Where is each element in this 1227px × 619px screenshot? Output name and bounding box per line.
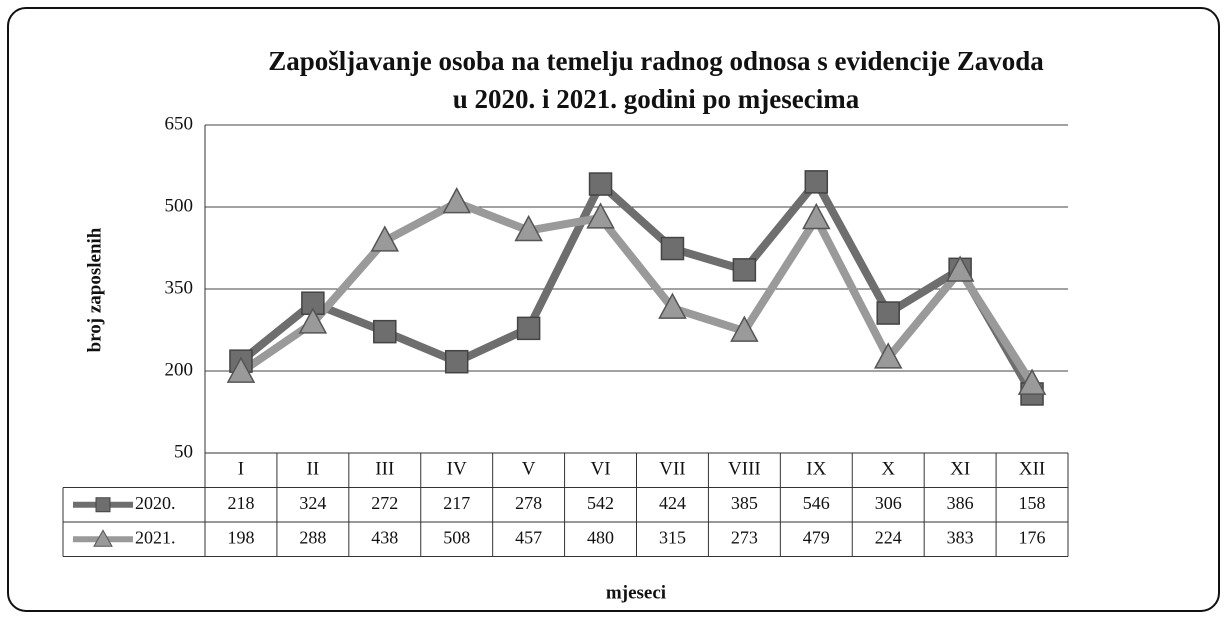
legend-label: 2021. xyxy=(135,527,176,547)
x-tick-label: XII xyxy=(1019,459,1045,480)
x-axis-label: mjeseci xyxy=(606,582,666,603)
chart-title: u 2020. i 2021. godini po mjesecima xyxy=(453,84,860,114)
marker xyxy=(516,316,541,341)
table-value: 273 xyxy=(731,527,758,547)
marker xyxy=(226,356,256,383)
table-value: 424 xyxy=(659,493,686,513)
y-tick-label: 650 xyxy=(165,113,194,134)
marker xyxy=(876,301,900,325)
marker xyxy=(804,170,829,194)
table-value: 324 xyxy=(299,493,326,513)
y-tick-label: 500 xyxy=(165,195,194,216)
table-value: 383 xyxy=(947,527,974,547)
chart-frame xyxy=(7,7,1220,612)
table-value: 508 xyxy=(443,527,470,547)
marker xyxy=(298,307,328,334)
x-tick-label: VII xyxy=(659,459,685,480)
marker xyxy=(1017,368,1047,395)
x-tick-label: VI xyxy=(591,459,611,480)
marker xyxy=(586,202,615,229)
y-tick-label: 200 xyxy=(165,359,194,380)
table-value: 315 xyxy=(659,527,686,547)
series-line xyxy=(238,177,1036,396)
table-value: 272 xyxy=(371,493,398,513)
marker xyxy=(373,319,397,344)
x-tick-label: II xyxy=(307,459,320,480)
legend-marker xyxy=(95,497,111,513)
legend-marker xyxy=(93,529,113,547)
table-value: 546 xyxy=(803,493,830,513)
marker xyxy=(660,236,685,261)
table-value: 479 xyxy=(803,527,830,547)
marker xyxy=(658,292,687,319)
marker xyxy=(444,349,469,374)
table-value: 217 xyxy=(443,493,470,513)
x-tick-label: V xyxy=(522,459,536,480)
y-tick-label: 50 xyxy=(174,441,193,462)
marker xyxy=(945,255,975,282)
table-value: 306 xyxy=(875,493,902,513)
table-value: 457 xyxy=(515,527,542,547)
marker xyxy=(370,225,400,252)
marker xyxy=(730,315,759,342)
x-tick-label: IX xyxy=(806,459,826,480)
y-tick-label: 350 xyxy=(165,277,194,298)
table-value: 218 xyxy=(227,493,254,513)
table-value: 385 xyxy=(731,493,758,513)
x-tick-label: I xyxy=(238,459,244,480)
table-value: 386 xyxy=(947,493,974,513)
x-tick-label: X xyxy=(881,459,895,480)
legend-label: 2020. xyxy=(135,493,176,513)
x-tick-label: XI xyxy=(950,459,970,480)
x-tick-label: III xyxy=(375,459,394,480)
x-tick-label: VIII xyxy=(728,459,761,480)
marker xyxy=(802,202,831,230)
table-value: 176 xyxy=(1019,527,1046,547)
series-line xyxy=(238,198,1036,387)
table-value: 288 xyxy=(299,527,326,547)
chart-title: Zapošljavanje osoba na temelju radnog od… xyxy=(268,46,1044,76)
y-axis-label: broj zaposlenih xyxy=(84,227,105,352)
marker xyxy=(732,258,757,282)
marker xyxy=(514,214,543,242)
table-value: 224 xyxy=(875,527,902,547)
table-value: 542 xyxy=(587,493,614,513)
marker xyxy=(442,187,471,214)
table-value: 198 xyxy=(227,527,254,547)
table-value: 158 xyxy=(1019,493,1046,513)
table-value: 438 xyxy=(371,527,398,547)
table-value: 278 xyxy=(515,493,542,513)
marker xyxy=(873,342,903,369)
marker xyxy=(588,172,613,196)
x-tick-label: IV xyxy=(447,459,467,480)
table-value: 480 xyxy=(587,527,614,547)
